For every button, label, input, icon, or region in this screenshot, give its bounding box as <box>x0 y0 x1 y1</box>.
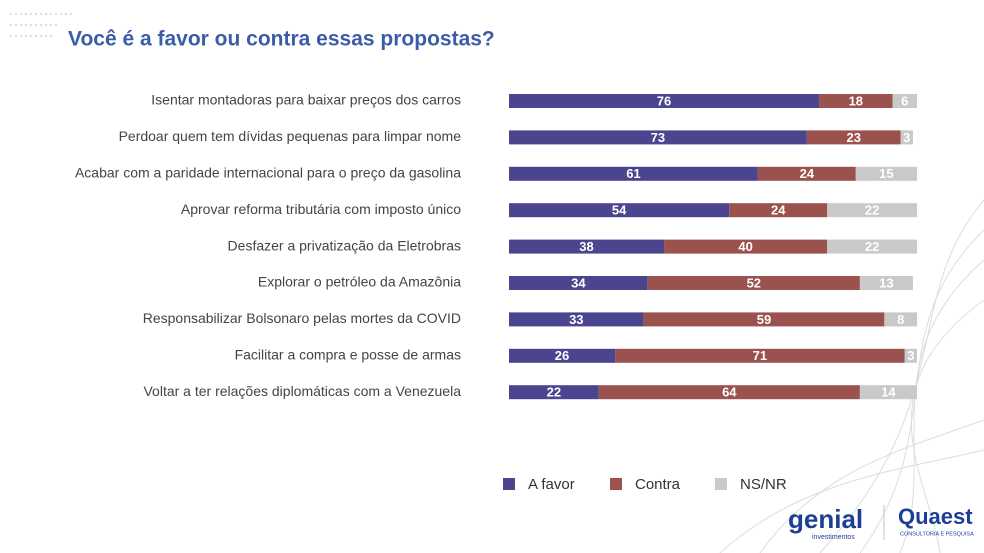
bar-segment <box>904 348 917 363</box>
value-label: 54 <box>612 203 627 218</box>
bar-segment <box>509 94 820 108</box>
bar-segment <box>647 276 860 290</box>
category-label: Aprovar reforma tributária com imposto ú… <box>181 201 461 217</box>
bar-segment <box>509 348 616 363</box>
value-label: 14 <box>881 385 896 400</box>
bar-segment <box>509 239 665 254</box>
legend-swatch <box>610 478 622 490</box>
bar-segment <box>615 348 905 363</box>
bar-segment <box>509 166 758 181</box>
value-label: 23 <box>847 130 861 145</box>
bar-segment <box>884 312 917 327</box>
value-label: 22 <box>865 239 879 254</box>
value-label: 8 <box>897 312 904 327</box>
legend-label: Contra <box>635 476 681 493</box>
value-label: 73 <box>651 130 665 145</box>
value-label: 71 <box>753 348 767 363</box>
bar-segment <box>509 276 648 290</box>
value-label: 3 <box>903 130 910 145</box>
chart-title: Você é a favor ou contra essas propostas… <box>68 28 495 51</box>
bar-segment <box>757 166 856 181</box>
bar-segment <box>509 385 599 400</box>
value-label: 22 <box>865 203 879 218</box>
category-label: Desfazer a privatização da Eletrobras <box>228 237 461 253</box>
bar-segment <box>806 130 901 145</box>
bar-segment <box>827 203 917 218</box>
category-label: Responsabilizar Bolsonaro pelas mortes d… <box>143 310 461 326</box>
bar-segment <box>859 385 917 400</box>
category-label: Voltar a ter relações diplomáticas com a… <box>143 383 461 399</box>
legend-label: NS/NR <box>740 476 787 493</box>
bar-segment <box>729 203 828 218</box>
value-label: 26 <box>555 348 569 363</box>
bar-segment <box>598 385 860 400</box>
bar-segment <box>509 130 807 145</box>
bar-segment <box>509 203 730 218</box>
value-label: 76 <box>657 93 671 108</box>
value-label: 24 <box>771 203 786 218</box>
logo: Quaest <box>898 504 973 529</box>
value-label: 6 <box>901 93 908 108</box>
decoration <box>10 13 984 553</box>
bar-segment <box>827 239 917 254</box>
value-label: 18 <box>849 93 863 108</box>
bar-segment <box>859 276 913 290</box>
logo-sub: investimentos <box>812 534 855 541</box>
value-label: 64 <box>722 385 737 400</box>
value-label: 61 <box>626 166 640 181</box>
value-label: 38 <box>579 239 593 254</box>
value-label: 13 <box>879 275 893 290</box>
logo: genial <box>788 504 863 534</box>
value-label: 34 <box>571 275 586 290</box>
bar-segment <box>855 166 917 181</box>
value-label: 52 <box>747 275 761 290</box>
value-label: 24 <box>800 166 815 181</box>
value-label: 33 <box>569 312 583 327</box>
value-label: 15 <box>879 166 893 181</box>
value-label: 3 <box>907 348 914 363</box>
legend-label: A favor <box>528 476 575 493</box>
category-label: Isentar montadoras para baixar preços do… <box>151 92 461 108</box>
category-label: Acabar com a paridade internacional para… <box>75 165 461 181</box>
category-label: Facilitar a compra e posse de armas <box>235 347 461 363</box>
bar-segment <box>509 312 644 327</box>
legend-swatch <box>715 478 727 490</box>
bar-segment <box>664 239 828 254</box>
bar-segment <box>643 312 885 327</box>
value-label: 22 <box>547 385 561 400</box>
bar-segment <box>900 130 913 145</box>
logo-sub: CONSULTORIA E PESQUISA <box>900 531 974 537</box>
value-label: 40 <box>738 239 752 254</box>
legend-swatch <box>503 478 515 490</box>
bar-segment <box>819 94 893 108</box>
value-label: 59 <box>757 312 771 327</box>
category-label: Perdoar quem tem dívidas pequenas para l… <box>119 128 462 144</box>
category-label: Explorar o petróleo da Amazônia <box>258 274 461 290</box>
bar-segment <box>892 94 917 108</box>
